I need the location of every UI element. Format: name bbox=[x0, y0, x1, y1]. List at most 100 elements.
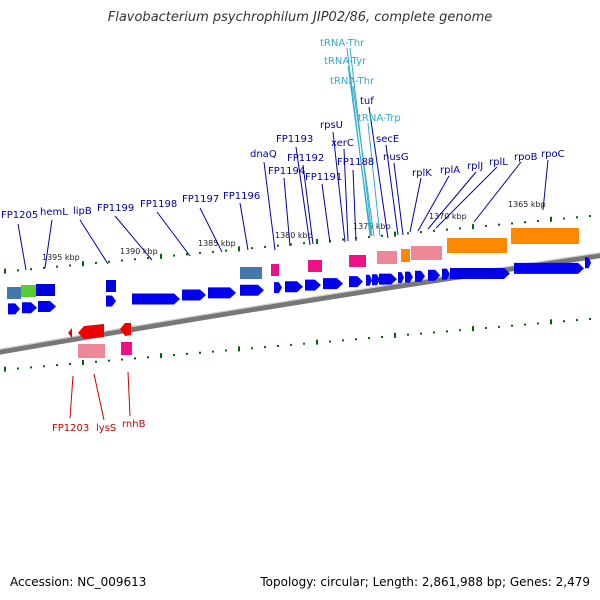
tick-mark bbox=[303, 342, 305, 345]
cds-arrow bbox=[132, 293, 180, 305]
tick-mark bbox=[329, 340, 331, 343]
kbp-label: 1380 kbp bbox=[275, 231, 313, 240]
gene-labels-upper: FP1205 hemL lipB FP1199 FP1198 FP1197 FP… bbox=[1, 96, 565, 221]
tick-row-lower bbox=[4, 317, 591, 372]
tick-mark bbox=[407, 333, 409, 336]
tick-mark bbox=[121, 259, 123, 262]
leader-lines-lower bbox=[69, 371, 131, 421]
tick-mark bbox=[472, 224, 474, 230]
tick-mark bbox=[30, 366, 32, 369]
tick-mark bbox=[355, 338, 357, 341]
tick-mark bbox=[511, 222, 513, 225]
cds-arrow bbox=[514, 262, 584, 274]
cds-arrow bbox=[372, 274, 380, 286]
gene-label: rpsU bbox=[320, 120, 343, 131]
tick-mark bbox=[160, 353, 162, 359]
tick-mark bbox=[134, 357, 136, 360]
gene-label: FP1194 bbox=[268, 166, 305, 177]
tick-mark bbox=[264, 245, 266, 248]
tick-mark bbox=[433, 229, 435, 232]
gene-label: FP1188 bbox=[337, 157, 374, 168]
kbp-label: 1375 kbp bbox=[353, 222, 391, 231]
tick-mark bbox=[251, 247, 253, 250]
tick-mark bbox=[251, 347, 253, 350]
gene-label: rplK bbox=[412, 168, 432, 179]
cds-arrow bbox=[274, 282, 282, 294]
cds-arrow bbox=[398, 272, 404, 284]
gene-label: rplA bbox=[440, 165, 460, 176]
cds-arrow bbox=[379, 273, 397, 285]
accession-text: Accession: NC_009613 bbox=[10, 575, 147, 589]
tick-mark bbox=[472, 326, 474, 332]
tick-mark bbox=[589, 317, 591, 320]
tick-mark bbox=[368, 337, 370, 340]
tick-mark bbox=[498, 325, 500, 328]
tick-mark bbox=[485, 326, 487, 329]
gene-label: nusG bbox=[383, 152, 409, 163]
cds-arrow bbox=[106, 295, 116, 307]
tick-mark bbox=[186, 253, 188, 256]
tick-mark bbox=[69, 264, 71, 267]
cds-track-upper bbox=[8, 257, 591, 315]
cds-arrow bbox=[415, 270, 425, 282]
cds-arrow bbox=[585, 257, 591, 269]
tick-mark bbox=[316, 339, 318, 345]
cds-arrow bbox=[349, 276, 363, 288]
tick-mark bbox=[277, 244, 279, 247]
tick-mark bbox=[342, 339, 344, 342]
tick-mark bbox=[433, 331, 435, 334]
tick-mark bbox=[550, 216, 552, 222]
tick-mark bbox=[381, 234, 383, 237]
gene-label: FP1193 bbox=[276, 134, 313, 145]
tick-mark bbox=[238, 346, 240, 352]
trna-label: tRNA-Thr bbox=[320, 38, 365, 49]
cds-arrow bbox=[240, 284, 264, 296]
cds-arrow bbox=[442, 268, 450, 280]
tick-mark bbox=[56, 265, 58, 268]
gene-label: rplJ bbox=[467, 161, 483, 172]
tick-mark bbox=[563, 320, 565, 323]
tick-mark bbox=[82, 261, 84, 267]
gene-label: rnhB bbox=[122, 419, 146, 430]
kbp-label: 1385 kbp bbox=[198, 239, 236, 248]
tick-mark bbox=[446, 228, 448, 231]
tick-mark bbox=[173, 254, 175, 257]
gene-label: FP1197 bbox=[182, 194, 219, 205]
tick-mark bbox=[173, 354, 175, 357]
gene-label: FP1191 bbox=[305, 172, 342, 183]
tick-mark bbox=[420, 231, 422, 234]
tick-mark bbox=[563, 217, 565, 220]
kbp-label: 1365 kbp bbox=[508, 200, 546, 209]
leader-lines-upper bbox=[17, 106, 549, 271]
tick-mark bbox=[368, 236, 370, 239]
tick-mark bbox=[459, 329, 461, 332]
tick-mark bbox=[238, 246, 240, 252]
tick-mark bbox=[225, 349, 227, 352]
tick-mark bbox=[394, 231, 396, 237]
gene-label: FP1199 bbox=[97, 203, 134, 214]
tick-mark bbox=[576, 216, 578, 219]
gene-labels-lower: FP1203 lysS rnhB bbox=[52, 419, 146, 434]
leader-lines-trna bbox=[346, 47, 381, 237]
cds-arrow bbox=[285, 281, 303, 293]
tick-mark bbox=[446, 330, 448, 333]
trna-label: tRNA-Thr bbox=[330, 76, 375, 87]
tick-mark bbox=[147, 257, 149, 260]
gene-label: FP1196 bbox=[223, 191, 260, 202]
cds-arrow bbox=[405, 271, 413, 283]
tick-mark bbox=[576, 319, 578, 322]
cds-arrow bbox=[8, 303, 20, 315]
cds-arrow bbox=[182, 289, 206, 301]
tick-mark bbox=[589, 215, 591, 218]
gene-label: xerC bbox=[331, 138, 354, 149]
genome-summary-text: Topology: circular; Length: 2,861,988 bp… bbox=[260, 575, 590, 589]
tick-mark bbox=[134, 258, 136, 261]
tick-mark bbox=[420, 332, 422, 335]
tick-mark bbox=[212, 250, 214, 253]
tick-mark bbox=[147, 356, 149, 359]
tick-mark bbox=[264, 346, 266, 349]
trna-labels: tRNA-Thr tRNA-Tyr tRNA-Thr tRNA-Trp bbox=[320, 38, 401, 124]
tick-mark bbox=[524, 323, 526, 326]
